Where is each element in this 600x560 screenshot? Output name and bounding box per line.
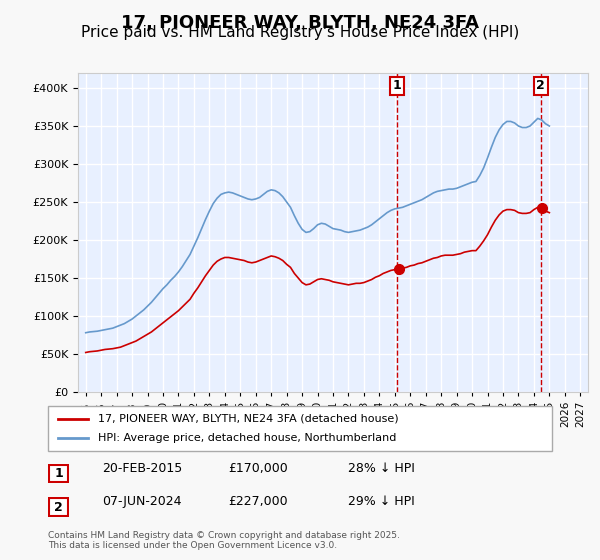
Text: 17, PIONEER WAY, BLYTH, NE24 3FA (detached house): 17, PIONEER WAY, BLYTH, NE24 3FA (detach… — [98, 413, 399, 423]
Text: Price paid vs. HM Land Registry's House Price Index (HPI): Price paid vs. HM Land Registry's House … — [81, 25, 519, 40]
Text: 20-FEB-2015: 20-FEB-2015 — [102, 461, 182, 475]
Text: 2: 2 — [54, 501, 63, 514]
Text: £170,000: £170,000 — [228, 461, 288, 475]
Text: 1: 1 — [54, 467, 63, 480]
FancyBboxPatch shape — [49, 498, 68, 516]
Text: 1: 1 — [392, 79, 401, 92]
Text: 28% ↓ HPI: 28% ↓ HPI — [348, 461, 415, 475]
Text: Contains HM Land Registry data © Crown copyright and database right 2025.
This d: Contains HM Land Registry data © Crown c… — [48, 530, 400, 550]
Text: HPI: Average price, detached house, Northumberland: HPI: Average price, detached house, Nort… — [98, 433, 397, 444]
Text: 2: 2 — [536, 79, 545, 92]
Text: 17, PIONEER WAY, BLYTH, NE24 3FA: 17, PIONEER WAY, BLYTH, NE24 3FA — [121, 14, 479, 32]
Text: £227,000: £227,000 — [228, 495, 287, 508]
FancyBboxPatch shape — [48, 406, 552, 451]
Text: 29% ↓ HPI: 29% ↓ HPI — [348, 495, 415, 508]
Text: 07-JUN-2024: 07-JUN-2024 — [102, 495, 182, 508]
FancyBboxPatch shape — [49, 465, 68, 482]
